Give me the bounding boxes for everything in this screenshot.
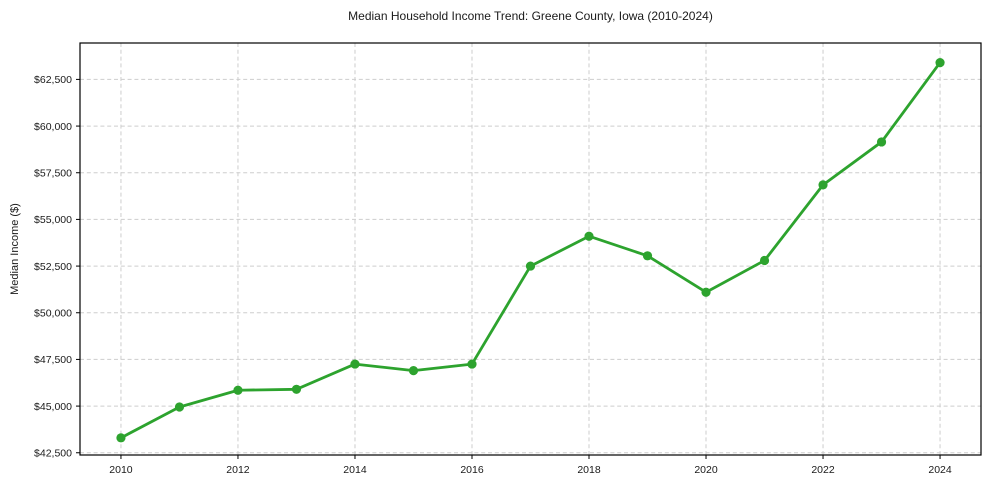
data-point-2017 <box>525 261 536 271</box>
x-tick-label-2014: 2014 <box>343 464 367 476</box>
y-tick-label-50000: $50,000 <box>34 307 72 319</box>
y-tick-label-45000: $45,000 <box>34 401 72 413</box>
x-tick-label-2022: 2022 <box>811 464 835 476</box>
y-tick-label-47500: $47,500 <box>34 354 72 366</box>
y-tick-label-62500: $62,500 <box>34 74 72 86</box>
y-tick-label-55000: $55,000 <box>34 214 72 226</box>
data-point-2015 <box>408 366 419 376</box>
y-tick-label-52500: $52,500 <box>34 261 72 273</box>
x-tick-label-2012: 2012 <box>226 464 250 476</box>
trend-line <box>119 61 942 440</box>
data-point-2012 <box>233 385 243 395</box>
x-tick-label-2024: 2024 <box>928 464 952 476</box>
data-point-2020 <box>701 287 711 297</box>
y-tick-label-57500: $57,500 <box>34 167 72 179</box>
data-point-2010 <box>116 433 126 443</box>
data-point-2024 <box>935 58 945 68</box>
x-tick-label-2010: 2010 <box>109 464 133 476</box>
data-point-2019 <box>642 251 653 261</box>
data-point-2018 <box>584 231 594 241</box>
data-point-2022 <box>818 180 828 190</box>
data-point-2013 <box>291 384 302 394</box>
y-tick-label-42500: $42,500 <box>34 447 72 459</box>
x-tick-label-2016: 2016 <box>460 464 484 476</box>
data-point-2014 <box>350 359 360 369</box>
chart-title: Median Household Income Trend: Greene Co… <box>348 9 713 23</box>
plot-border <box>79 42 982 456</box>
data-point-2021 <box>759 255 770 266</box>
data-point-2023 <box>876 137 887 147</box>
x-tick-label-2020: 2020 <box>694 464 718 476</box>
data-point-2011 <box>174 402 185 412</box>
x-tick-label-2018: 2018 <box>577 464 601 476</box>
data-point-2016 <box>467 359 477 369</box>
y-tick-label-60000: $60,000 <box>34 121 72 133</box>
